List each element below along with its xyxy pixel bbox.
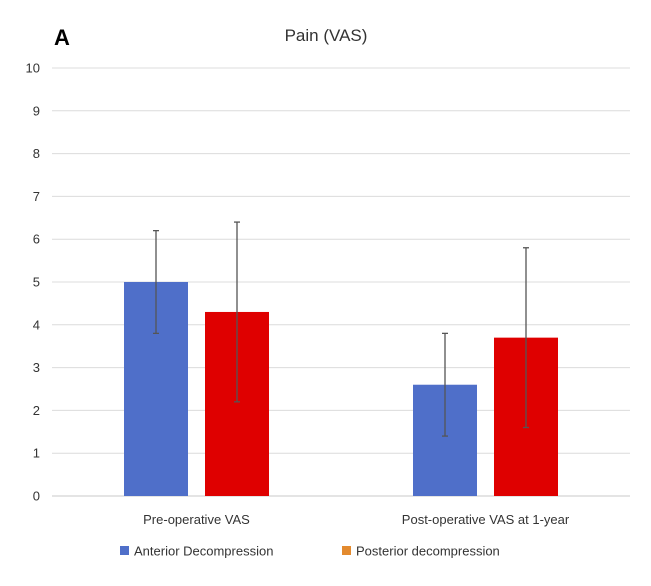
x-tick-label: Post-operative VAS at 1-year bbox=[402, 512, 570, 527]
y-tick-label: 0 bbox=[33, 489, 40, 504]
legend-swatch bbox=[120, 546, 129, 555]
legend-swatch bbox=[342, 546, 351, 555]
y-tick-label: 4 bbox=[33, 317, 40, 332]
y-tick-label: 8 bbox=[33, 146, 40, 161]
error-bars bbox=[153, 221, 529, 437]
legend-label: Posterior decompression bbox=[356, 544, 500, 559]
chart-title: Pain (VAS) bbox=[285, 26, 368, 45]
y-tick-label: 3 bbox=[33, 360, 40, 375]
y-tick-label: 10 bbox=[26, 61, 40, 76]
panel-label: A bbox=[54, 25, 70, 50]
y-tick-label: 1 bbox=[33, 446, 40, 461]
y-tick-label: 2 bbox=[33, 403, 40, 418]
y-tick-label: 7 bbox=[33, 189, 40, 204]
y-tick-label: 5 bbox=[33, 275, 40, 290]
x-axis: Pre-operative VAS Post-operative VAS at 1… bbox=[143, 512, 570, 527]
legend: Anterior Decompression Posterior decompre… bbox=[120, 544, 500, 559]
y-tick-label: 6 bbox=[33, 232, 40, 247]
y-tick-label: 9 bbox=[33, 103, 40, 118]
y-axis: 0 1 2 3 4 5 6 7 8 9 10 bbox=[26, 61, 40, 504]
legend-label: Anterior Decompression bbox=[134, 544, 273, 559]
x-tick-label: Pre-operative VAS bbox=[143, 512, 250, 527]
bars bbox=[124, 282, 558, 496]
